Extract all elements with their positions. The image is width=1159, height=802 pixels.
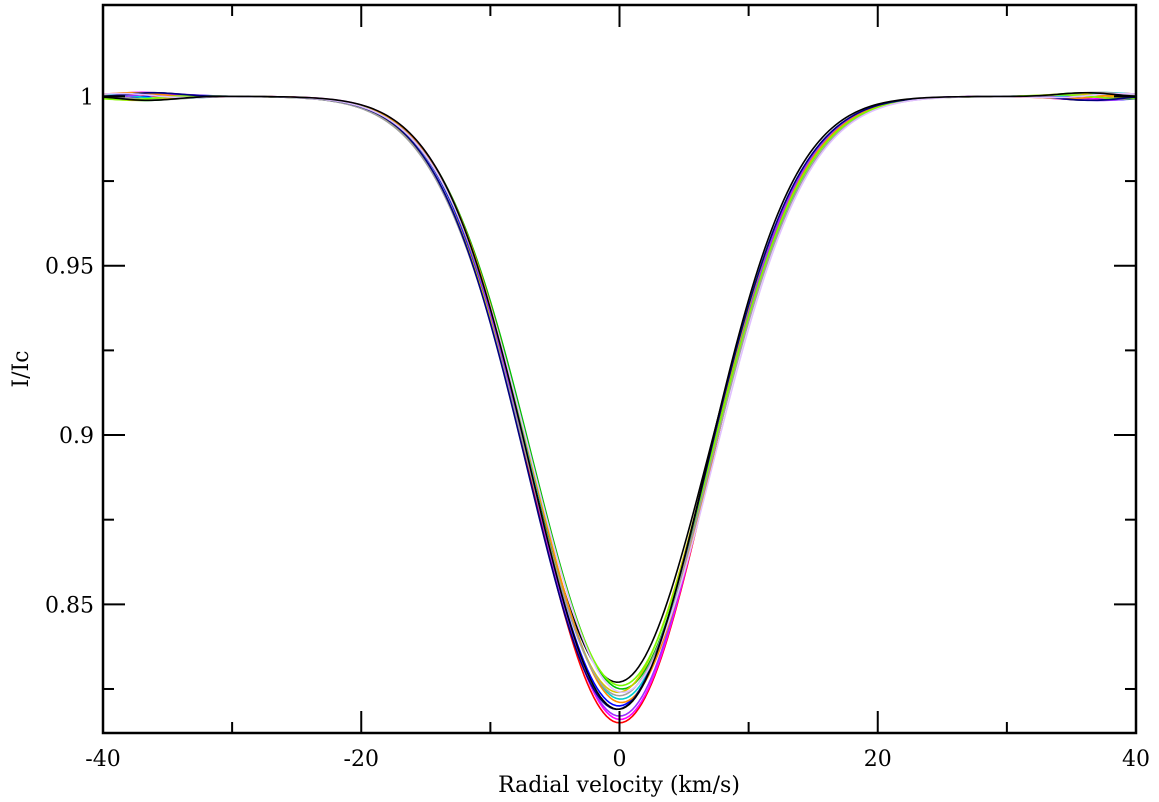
profile-line-4	[103, 93, 1136, 707]
profile-line-10	[103, 91, 1136, 697]
profile-line-11	[103, 94, 1136, 687]
y-axis-title: I/Ic	[9, 350, 34, 387]
plot-frame	[101, 3, 1138, 735]
profile-line-13	[103, 92, 1136, 694]
profile-line-12	[103, 91, 1136, 711]
profile-line-8	[103, 92, 1136, 717]
x-tick-label: -40	[85, 747, 120, 772]
y-tick-label: 0.9	[59, 424, 94, 449]
plot-area	[103, 91, 1136, 724]
profile-line-14	[103, 91, 1136, 711]
profile-line-2	[103, 92, 1136, 724]
profile-line-5	[103, 91, 1136, 721]
x-axis-tick-labels: -40 -20 0 20 40	[85, 747, 1150, 772]
y-tick-label: 0.95	[45, 255, 94, 280]
y-tick-label: 0.85	[45, 593, 94, 618]
profile-line-1	[103, 91, 1136, 683]
profile-line-7	[103, 93, 1136, 694]
axis-ticks	[102, 5, 1137, 733]
x-tick-label: 0	[613, 747, 627, 772]
x-tick-label: -20	[344, 747, 379, 772]
x-axis-title: Radial velocity (km/s)	[498, 773, 740, 798]
profile-line-3	[103, 92, 1136, 690]
profile-line-9	[103, 91, 1136, 704]
y-axis-tick-labels: 0.85 0.9 0.95 1	[45, 85, 94, 618]
profile-line-6	[103, 91, 1136, 700]
x-tick-label: 40	[1122, 747, 1150, 772]
x-tick-label: 20	[864, 747, 892, 772]
y-tick-label: 1	[80, 85, 94, 110]
